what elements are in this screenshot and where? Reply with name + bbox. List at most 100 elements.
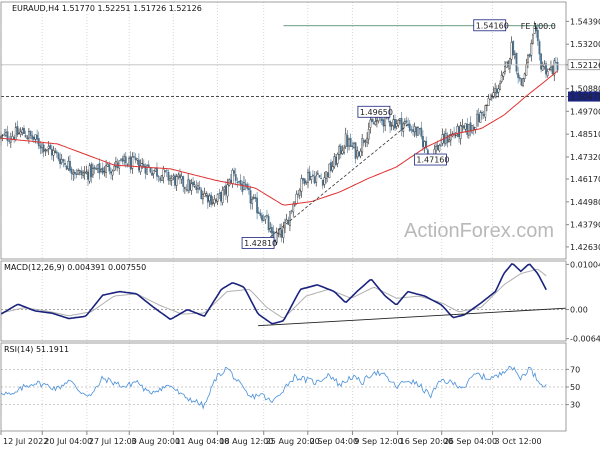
candle-body-195	[320, 178, 323, 180]
candle-body-213	[349, 138, 352, 147]
candle-body-69	[113, 165, 116, 171]
candle-body-52	[85, 171, 88, 173]
candle-body-194	[318, 175, 321, 178]
macd-trendline	[258, 307, 567, 327]
candle-body-320	[525, 64, 528, 76]
candle-body-74	[121, 158, 124, 162]
candle-body-314	[515, 52, 518, 72]
candle-body-181	[297, 193, 300, 195]
candle-body-40	[65, 165, 68, 170]
annotation-label-1: 1.49650	[360, 108, 393, 117]
candle-body-273	[448, 139, 451, 143]
candle-body-147	[241, 183, 244, 192]
candle-body-233	[382, 119, 385, 127]
candle-body-146	[239, 180, 242, 185]
candle-body-255	[418, 128, 421, 130]
candle-body-335	[550, 66, 552, 70]
candle-body-70	[115, 161, 117, 167]
macd-lines	[0, 263, 567, 327]
candle-body-55	[90, 163, 93, 178]
annotation-1: 1.49650	[357, 105, 393, 118]
candle-body-294	[482, 114, 485, 116]
candle-body-7	[11, 136, 14, 140]
candle-body-293	[481, 111, 483, 114]
candle-body-16	[26, 137, 29, 139]
candle-body-309	[507, 60, 510, 67]
candle-body-337	[553, 60, 556, 76]
candle-body-128	[210, 194, 213, 205]
price-tick-label-4: 1.50470	[570, 93, 600, 102]
candle-body-132	[216, 194, 219, 202]
candle-body-329	[540, 53, 543, 70]
candle-body-92	[151, 172, 153, 176]
candle-body-107	[175, 176, 178, 186]
price-trendline	[266, 124, 409, 241]
candle-body-268	[440, 144, 442, 146]
candle-body-41	[67, 160, 70, 169]
symbol-header: EURAUD,H4 1.51770 1.52251 1.51726 1.5212…	[12, 4, 202, 13]
candle-body-282	[463, 125, 465, 129]
time-tick-label-11: 3 Oct 12:00	[495, 437, 542, 446]
candle-body-219	[359, 150, 362, 157]
candle-body-185	[303, 178, 306, 185]
candle-body-272	[446, 134, 449, 143]
candle-body-102	[167, 172, 170, 181]
candle-body-207	[339, 145, 342, 155]
candle-body-226	[371, 118, 373, 123]
time-tick-label-4: 11 Aug 04:00	[175, 437, 229, 446]
candle-body-98	[160, 175, 163, 182]
candle-body-121	[198, 186, 201, 190]
macd-axis: 0.010047 0.00 -0.006476	[566, 260, 600, 344]
fe-label: FE 100.0	[521, 22, 556, 31]
rsi-tick-label-0: 70	[570, 365, 580, 374]
candle-body-141	[231, 170, 234, 184]
candle-body-183	[300, 178, 303, 192]
candle-body-61	[100, 169, 103, 172]
candle-body-184	[302, 178, 304, 181]
time-tick-label-2: 27 Jul 12:00	[89, 437, 137, 446]
candle-body-105	[172, 175, 175, 178]
rsi-lines	[0, 365, 547, 410]
candle-body-187	[307, 172, 309, 183]
candle-body-267	[438, 144, 441, 152]
candle-body-113	[185, 189, 188, 191]
candle-body-250	[410, 129, 413, 131]
candle-body-164	[269, 228, 272, 232]
candle-body-321	[527, 55, 529, 63]
candle-body-303	[497, 88, 500, 93]
candle-body-83	[136, 158, 139, 161]
candle-body-86	[141, 162, 144, 164]
candle-body-310	[509, 57, 511, 69]
annotation-box-3	[241, 237, 275, 249]
annotation-2: 1.47160	[413, 153, 449, 166]
candle-body-127	[208, 195, 211, 202]
candle-body-198	[325, 171, 327, 179]
candle-body-57	[93, 166, 96, 170]
candle-body-214	[351, 145, 354, 147]
candle-body-42	[69, 161, 71, 171]
candle-body-254	[417, 127, 419, 136]
candle-body-154	[252, 197, 255, 199]
candle-body-163	[267, 215, 270, 231]
panel-frames	[0, 1, 567, 432]
candle-body-160	[262, 220, 265, 222]
candle-body-192	[315, 175, 318, 183]
candle-body-99	[162, 169, 165, 178]
candle-body-35	[57, 153, 60, 160]
candle-body-84	[137, 159, 140, 171]
candle-body-190	[312, 174, 314, 177]
macd-tick-label-2: -0.006476	[570, 335, 600, 344]
price-frame	[0, 1, 567, 260]
candle-body-45	[73, 171, 76, 175]
candle-body-322	[528, 54, 531, 58]
candle-body-137	[225, 185, 227, 195]
candle-body-64	[105, 165, 107, 173]
candle-body-53	[87, 171, 89, 180]
candle-body-228	[374, 121, 377, 125]
annotation-label-2: 1.47160	[416, 156, 449, 165]
price-tick-label-7: 1.47320	[570, 153, 600, 162]
candle-body-224	[367, 129, 370, 140]
candle-body-204	[335, 156, 337, 166]
candle-body-60	[98, 163, 101, 174]
candle-body-222	[364, 140, 367, 142]
